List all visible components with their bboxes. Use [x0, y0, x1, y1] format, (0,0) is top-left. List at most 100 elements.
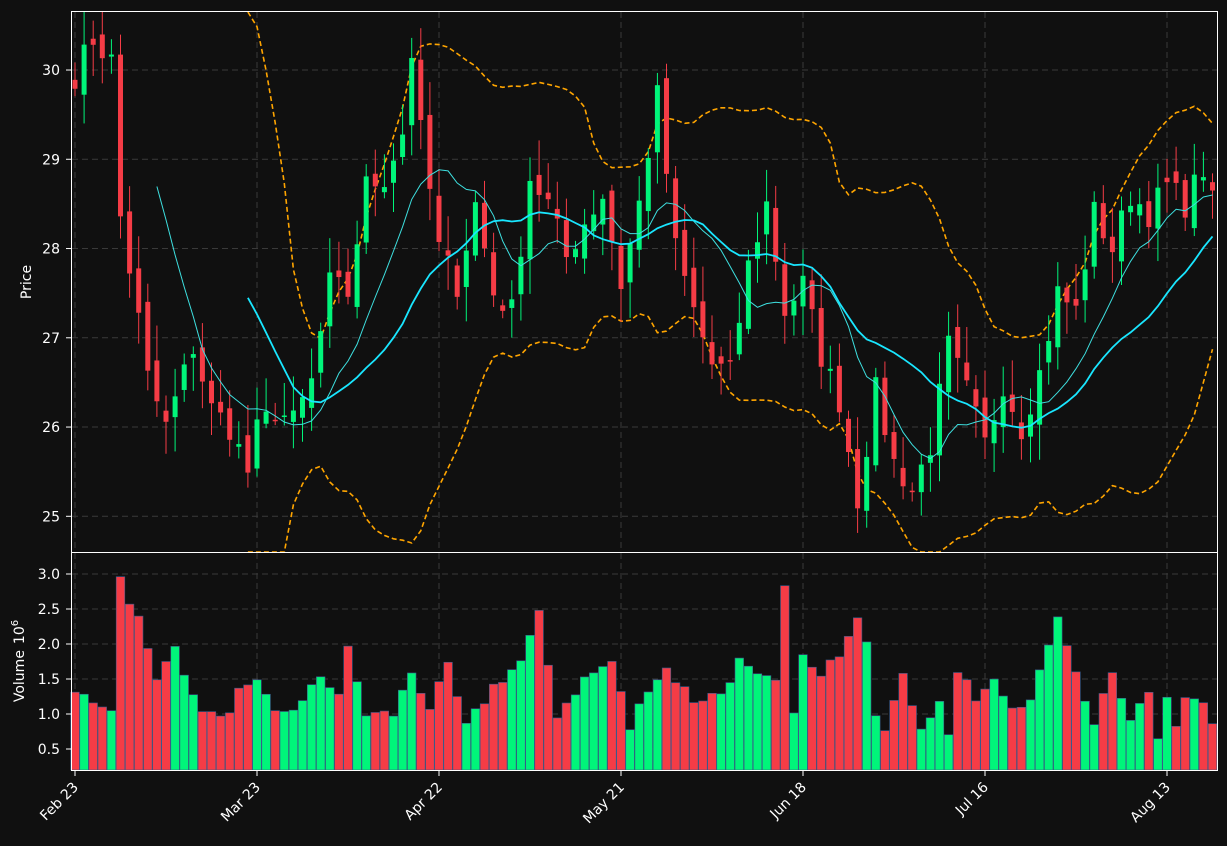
- bollinger-lower-line: [247, 312, 1214, 553]
- volume-bar: [379, 710, 390, 771]
- candle-body: [281, 415, 287, 418]
- volume-bar: [1207, 723, 1218, 771]
- volume-bar: [216, 715, 226, 771]
- price-tick-label: 26: [42, 420, 60, 436]
- candle-body: [1018, 422, 1024, 440]
- candle-body: [336, 270, 342, 278]
- candle-body: [436, 195, 442, 242]
- candle-body: [582, 224, 588, 259]
- candle-body: [509, 299, 515, 308]
- candle-body: [172, 396, 178, 418]
- volume-axis-exponent: 10: [12, 626, 28, 644]
- candle-body: [245, 435, 251, 473]
- candle-body: [1137, 204, 1143, 216]
- candle-body: [199, 347, 205, 382]
- candle-body: [1146, 201, 1152, 228]
- candle-body: [973, 389, 979, 407]
- candle-body: [818, 307, 824, 367]
- volume-bar: [507, 669, 517, 771]
- candle-body: [745, 260, 751, 329]
- candle-body: [1155, 187, 1161, 229]
- volume-bar: [334, 693, 344, 771]
- candle-body: [882, 377, 888, 436]
- volume-bar: [1098, 693, 1108, 771]
- volume-bar: [1198, 702, 1208, 771]
- volume-bar: [498, 682, 508, 771]
- moving-average-slow-line: [247, 211, 1214, 429]
- volume-bar: [625, 729, 635, 771]
- candle-body: [300, 397, 305, 418]
- price-tick-label: 30: [42, 63, 60, 79]
- volume-bar: [1135, 703, 1145, 771]
- candle-body: [391, 160, 396, 183]
- candle-body: [545, 192, 551, 200]
- volume-bar: [488, 683, 499, 771]
- volume-bar: [1071, 671, 1081, 771]
- candle-body: [327, 272, 333, 327]
- volume-bar: [616, 691, 626, 771]
- candle-body: [827, 368, 833, 371]
- volume-bar: [397, 689, 408, 771]
- volume-bar: [197, 711, 208, 771]
- volume-bar: [561, 702, 571, 771]
- volume-bar: [1180, 697, 1190, 771]
- candle-body: [691, 267, 697, 308]
- volume-bar: [734, 657, 744, 771]
- volume-bar: [980, 688, 990, 771]
- candle-body: [955, 327, 961, 358]
- volume-bar: [261, 693, 271, 771]
- volume-bar: [825, 659, 835, 771]
- candle-body: [263, 411, 269, 424]
- price-tick-label: 27: [42, 331, 60, 347]
- volume-bar: [871, 715, 881, 771]
- candle-body: [1200, 177, 1206, 181]
- volume-bar: [852, 617, 863, 771]
- candle-body: [891, 432, 897, 459]
- volume-tick-label: 1.5: [38, 672, 60, 688]
- candle-body: [445, 250, 451, 256]
- volume-panel-frame: [71, 552, 1218, 771]
- volume-bar: [771, 679, 781, 771]
- candle-body: [627, 243, 633, 283]
- candlesticks: [72, 12, 1215, 533]
- volume-tick-label: 2.5: [38, 602, 60, 618]
- volume-tick-label: 3.0: [38, 567, 60, 583]
- volume-bar: [880, 730, 890, 771]
- volume-bar: [143, 648, 153, 771]
- candle-body: [418, 59, 424, 121]
- volume-bar: [543, 664, 553, 771]
- volume-axis-ticks: 0.5 1.0 1.5 2.0 2.5 3.0: [38, 567, 71, 758]
- candle-body: [1100, 203, 1106, 239]
- candle-body: [99, 34, 105, 59]
- volume-bar: [416, 692, 426, 771]
- volume-bar: [962, 679, 972, 771]
- candle-body: [709, 342, 715, 365]
- candle-body: [873, 377, 879, 466]
- volume-bar: [170, 646, 180, 771]
- candle-body: [1119, 210, 1124, 262]
- volume-bar: [1116, 698, 1127, 771]
- volume-bar: [425, 709, 435, 771]
- volume-bar: [270, 710, 280, 771]
- volume-bar: [752, 673, 763, 771]
- candle-body: [1000, 396, 1006, 428]
- volume-bar: [925, 717, 935, 771]
- candle-body: [809, 280, 815, 310]
- candle-body: [254, 419, 260, 469]
- candle-body: [864, 456, 870, 511]
- volume-bar: [598, 666, 608, 771]
- volume-bar: [461, 723, 471, 771]
- moving-average-fast-line: [156, 169, 1213, 460]
- price-axis-label: Price: [19, 265, 35, 299]
- volume-axis-power: 6: [10, 620, 21, 626]
- volume-bar: [998, 695, 1008, 771]
- volume-bar: [780, 585, 790, 771]
- volume-bar: [388, 715, 399, 771]
- volume-bar: [634, 703, 644, 771]
- candle-body: [145, 301, 151, 371]
- volume-bar: [1016, 706, 1026, 771]
- volume-bar: [862, 641, 872, 771]
- volume-bar: [698, 700, 708, 771]
- candle-body: [527, 180, 533, 260]
- candle-body: [454, 265, 460, 297]
